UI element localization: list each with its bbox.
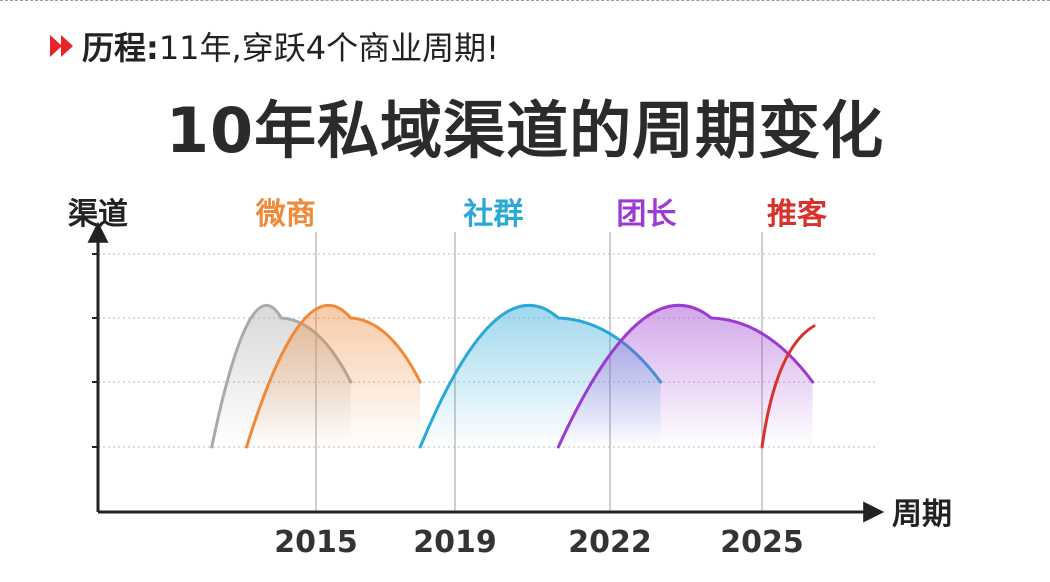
x-tick-label: 2015: [274, 525, 358, 560]
series-line: [760, 324, 816, 449]
header-text: 历程:11年,穿跃4个商业周期!: [82, 23, 499, 69]
x-tick-label: 2025: [720, 525, 804, 560]
double-arrow-icon: [50, 35, 73, 57]
x-tick-labels: 2015 2019 2022 2025: [274, 525, 804, 560]
series-line: [556, 303, 815, 449]
main-title: 10年私域渠道的周期变化: [165, 94, 885, 167]
x-tick-label: 2019: [413, 525, 497, 560]
chart-axes: [87, 221, 885, 523]
header-subtitle: 11年,穿跃4个商业周期!: [158, 29, 499, 67]
header-separator: :: [146, 29, 159, 67]
header-label: 历程: [82, 29, 147, 67]
series-line: [245, 303, 422, 449]
chart-series: [210, 303, 816, 449]
legend-label: 微商: [255, 197, 316, 232]
legend-label: 团长: [616, 197, 676, 232]
chart-legend: 微商 社群 团长 推客: [255, 197, 827, 232]
legend-label: 社群: [463, 197, 523, 232]
top-dashed-border: [0, 0, 1050, 1]
x-axis-label: 周期: [892, 497, 952, 532]
y-axis-label: 渠道: [68, 197, 128, 232]
x-tick-label: 2022: [568, 525, 652, 560]
header: 历程:11年,穿跃4个商业周期!: [48, 22, 499, 70]
legend-label: 推客: [767, 197, 827, 232]
